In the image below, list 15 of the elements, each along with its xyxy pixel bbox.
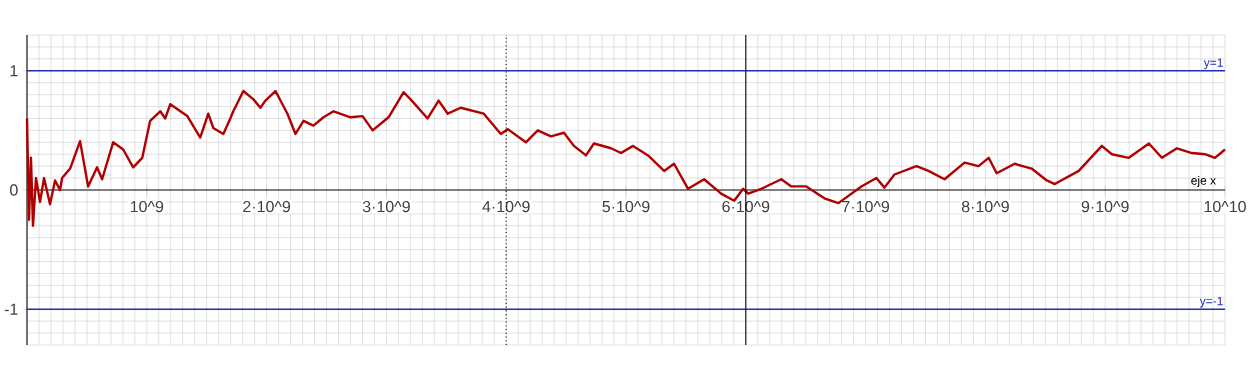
y-tick-label: 1	[10, 65, 18, 77]
y-tick-label: 0	[10, 184, 18, 196]
x-tick-label: 8·10^9	[961, 200, 1009, 213]
x-tick-label: 10^10	[1204, 200, 1246, 213]
x-tick-label: 3·10^9	[362, 200, 410, 213]
ref-line-label: y=-1	[1199, 296, 1223, 308]
x-axis-title: eje x	[1191, 175, 1216, 188]
x-tick-label: 5·10^9	[602, 200, 650, 213]
ref-line-label: y=1	[1203, 58, 1223, 70]
x-tick-label: 4·10^9	[482, 200, 530, 213]
x-tick-label: 9·10^9	[1081, 200, 1129, 213]
x-tick-label: 2·10^9	[243, 200, 291, 213]
x-tick-label: 7·10^9	[842, 200, 890, 213]
y-tick-label: -1	[4, 303, 18, 315]
x-tick-label: 10^9	[130, 200, 164, 213]
